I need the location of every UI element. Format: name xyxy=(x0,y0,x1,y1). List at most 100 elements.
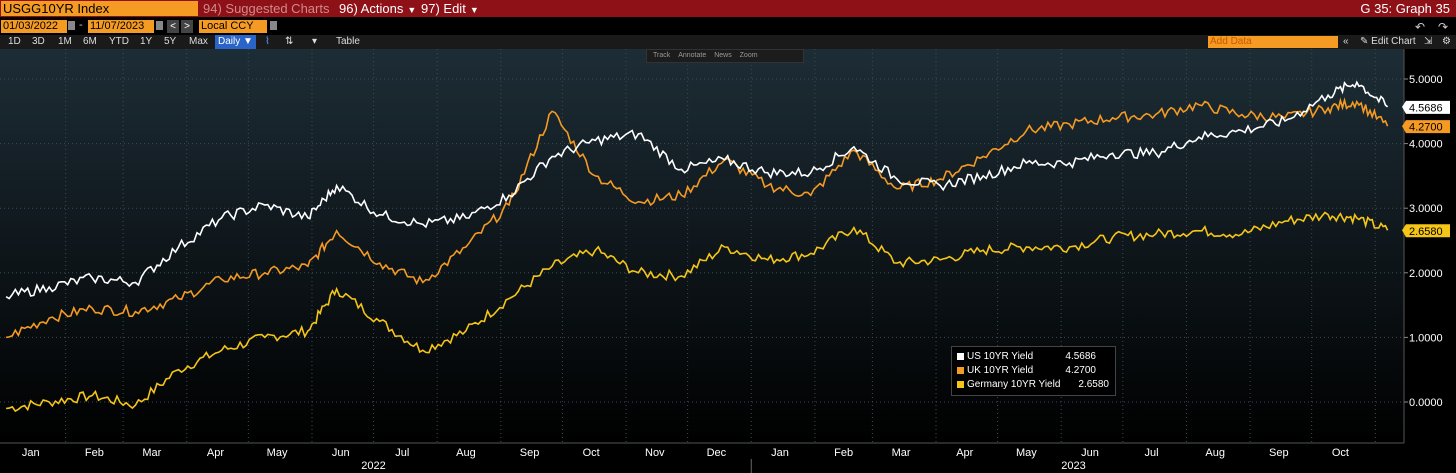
top-menu-bar: USGG10YR Index 94) Suggested Charts 96) … xyxy=(0,0,1456,17)
add-data-input[interactable]: Add Data xyxy=(1208,36,1338,48)
calendar-icon[interactable] xyxy=(156,21,163,30)
prev-period-button[interactable]: < xyxy=(167,20,179,33)
y-tick-label: 3.0000 xyxy=(1409,203,1443,215)
y-tick-label: 0.0000 xyxy=(1409,397,1443,409)
x-month-label: Jan xyxy=(22,447,40,459)
x-month-label: Dec xyxy=(707,447,727,459)
period-5y[interactable]: 5Y xyxy=(164,36,177,47)
legend-swatch xyxy=(957,367,964,374)
series-line xyxy=(5,211,1389,413)
pencil-icon: ✎ xyxy=(1360,36,1372,47)
track-button[interactable]: Track xyxy=(653,52,671,59)
calendar-icon[interactable] xyxy=(68,21,75,30)
period-3d[interactable]: 3D xyxy=(32,36,45,47)
chart-legend: US 10YR Yield 4.5686 UK 10YR Yield 4.270… xyxy=(951,346,1116,396)
period-1m[interactable]: 1M xyxy=(58,36,72,47)
period-1d[interactable]: 1D xyxy=(8,36,21,47)
legend-value: 4.2700 xyxy=(1065,365,1096,376)
period-bar: 1D 3D 1M 6M YTD 1Y 5Y Max Daily ▼ ⌇ ⇅ ▾ … xyxy=(0,35,1456,49)
x-month-label: Sep xyxy=(520,447,540,459)
series-line xyxy=(5,80,1389,300)
annotate-button[interactable]: Annotate xyxy=(678,52,707,59)
actions-menu[interactable]: 96) Actions ▼ xyxy=(339,0,416,17)
x-month-label: Mar xyxy=(142,447,161,459)
period-ytd[interactable]: YTD xyxy=(109,36,129,47)
legend-name: UK 10YR Yield xyxy=(967,365,1034,376)
graph-title: G 35: Graph 35 xyxy=(1360,1,1450,16)
line-chart-icon[interactable]: ⌇ xyxy=(265,36,270,47)
legend-swatch xyxy=(957,353,964,360)
x-month-label: May xyxy=(1016,447,1037,459)
x-month-label: Apr xyxy=(207,447,224,459)
chevron-down-icon: ▼ xyxy=(407,5,417,15)
frequency-select[interactable]: Daily ▼ xyxy=(215,35,256,49)
suggested-charts-menu[interactable]: 94) Suggested Charts xyxy=(203,1,330,16)
x-month-label: Jan xyxy=(771,447,789,459)
news-button[interactable]: News xyxy=(714,52,732,59)
next-period-button[interactable]: > xyxy=(181,20,193,33)
x-month-label: Aug xyxy=(1205,447,1225,459)
chevron-down-icon[interactable] xyxy=(270,21,277,30)
legend-value: 4.5686 xyxy=(1065,351,1096,362)
currency-select[interactable]: Local CCY xyxy=(199,20,267,33)
gear-icon[interactable]: ⚙ xyxy=(1442,36,1451,47)
zoom-button[interactable]: Zoom xyxy=(739,52,758,59)
chart-type-icon[interactable]: ⇅ xyxy=(285,36,294,47)
x-year-label: 2023 xyxy=(1061,460,1085,472)
date-separator: - xyxy=(79,19,83,31)
edit-chart-label: Edit Chart xyxy=(1371,36,1416,47)
last-value-box xyxy=(1402,100,1450,114)
x-month-label: Jul xyxy=(1145,447,1159,459)
x-year-label: 2022 xyxy=(361,460,385,472)
legend-row-de: Germany 10YR Yield 2.6580 xyxy=(957,378,1112,391)
x-month-label: Mar xyxy=(892,447,911,459)
last-value-box xyxy=(1402,120,1450,134)
x-month-label: Jun xyxy=(1081,447,1099,459)
y-tick-label: 1.0000 xyxy=(1409,332,1443,344)
x-month-label: Jul xyxy=(395,447,409,459)
legend-name: US 10YR Yield xyxy=(967,351,1034,362)
y-tick-label: 4.0000 xyxy=(1409,139,1443,151)
legend-value: 2.6580 xyxy=(1078,379,1109,390)
series-line xyxy=(5,97,1389,339)
x-month-label: May xyxy=(267,447,288,459)
last-value-box xyxy=(1402,224,1450,238)
end-date-field[interactable]: 11/07/2023 xyxy=(88,20,154,33)
legend-row-uk: UK 10YR Yield 4.2700 xyxy=(957,364,1112,377)
chart-mini-toolbar: Track Annotate News Zoom xyxy=(646,49,804,63)
x-month-label: Aug xyxy=(456,447,476,459)
start-date-field[interactable]: 01/03/2022 xyxy=(1,20,67,33)
edit-menu-label: 97) Edit xyxy=(421,1,466,16)
edit-menu[interactable]: 97) Edit ▼ xyxy=(421,0,479,17)
x-month-label: Oct xyxy=(583,447,600,459)
table-button[interactable]: Table xyxy=(336,36,360,47)
date-controls: 01/03/2022 - 11/07/2023 < > Local CCY ↶ … xyxy=(0,18,1456,35)
x-month-label: Feb xyxy=(834,447,853,459)
chevron-down-icon: ▼ xyxy=(469,5,479,15)
last-value-label: 2.6580 xyxy=(1409,226,1443,238)
actions-menu-label: 96) Actions xyxy=(339,1,404,16)
y-tick-label: 5.0000 xyxy=(1409,74,1443,86)
x-month-label: Apr xyxy=(956,447,973,459)
last-value-label: 4.5686 xyxy=(1409,102,1443,114)
yield-chart[interactable]: 5.0000 4.0000 3.0000 2.0000 1.0000 0.0000 4.56… xyxy=(0,49,1456,473)
export-icon[interactable]: ⇲ xyxy=(1424,36,1433,47)
legend-name: Germany 10YR Yield xyxy=(967,379,1061,390)
plot-background xyxy=(0,49,1404,443)
x-month-label: Feb xyxy=(85,447,104,459)
x-month-label: Sep xyxy=(1269,447,1289,459)
edit-chart-button[interactable]: ✎ Edit Chart xyxy=(1360,35,1416,49)
collapse-icon[interactable]: « xyxy=(1343,36,1349,47)
undo-icon[interactable]: ↶ xyxy=(1415,20,1426,34)
redo-icon[interactable]: ↷ xyxy=(1438,20,1449,34)
period-1y[interactable]: 1Y xyxy=(140,36,153,47)
ticker-input[interactable]: USGG10YR Index xyxy=(1,1,198,16)
x-month-label: Nov xyxy=(645,447,665,459)
legend-row-us: US 10YR Yield 4.5686 xyxy=(957,350,1112,363)
legend-swatch xyxy=(957,381,964,388)
chevron-down-icon[interactable]: ▾ xyxy=(312,36,318,47)
period-6m[interactable]: 6M xyxy=(83,36,97,47)
x-month-label: Jun xyxy=(332,447,350,459)
last-value-label: 4.2700 xyxy=(1409,122,1443,134)
period-max[interactable]: Max xyxy=(189,36,208,47)
